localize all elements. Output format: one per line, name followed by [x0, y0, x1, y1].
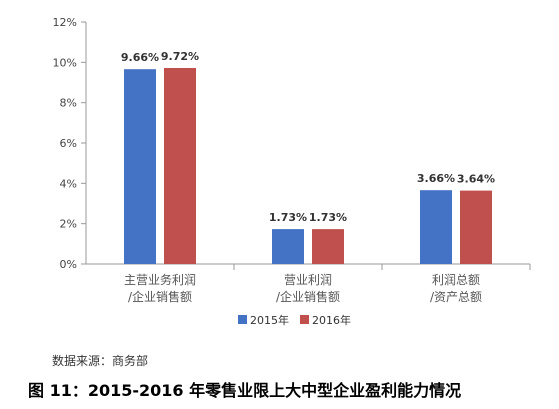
x-category-label: /资产总额 — [430, 290, 482, 304]
y-tick-label: 8% — [60, 97, 77, 110]
bar — [124, 69, 156, 264]
x-category-label: 营业利润 — [284, 273, 332, 287]
data-label: 9.66% — [121, 51, 159, 64]
data-label: 1.73% — [269, 211, 307, 224]
x-category-label: 主营业务利润 — [124, 272, 196, 287]
bar-chart: 0% 2% 4% 6% 8% 10% 12% 9.66% 9.72% 主营业务利润/企业销售额 1.… — [53, 16, 531, 327]
y-tick-label: 10% — [53, 56, 77, 69]
x-category-label: 利润总额 — [432, 273, 480, 287]
x-category-label: /企业销售额 — [128, 289, 192, 304]
y-tick-label: 4% — [60, 177, 77, 190]
legend-label: 2016年 — [312, 313, 351, 327]
y-tick-label: 6% — [60, 137, 77, 150]
figure-caption: 图 11：2015-2016 年零售业限上大中型企业盈利能力情况 — [28, 381, 462, 400]
bar — [312, 229, 344, 264]
x-category-label: /企业销售额 — [276, 289, 340, 304]
bar — [164, 67, 196, 264]
data-label: 9.72% — [161, 50, 199, 63]
legend-swatch — [300, 315, 309, 324]
y-tick-label: 12% — [53, 16, 77, 29]
data-label: 3.64% — [457, 173, 495, 186]
y-tick-label: 2% — [60, 218, 77, 231]
source-note: 数据来源：商务部 — [52, 354, 149, 368]
bar — [460, 190, 492, 264]
data-label: 1.73% — [309, 211, 347, 224]
bar — [272, 229, 304, 264]
legend-label: 2015年 — [250, 313, 289, 327]
y-tick-label: 0% — [60, 258, 77, 271]
bar — [420, 190, 452, 264]
data-label: 3.66% — [417, 172, 455, 185]
legend-swatch — [238, 315, 247, 324]
